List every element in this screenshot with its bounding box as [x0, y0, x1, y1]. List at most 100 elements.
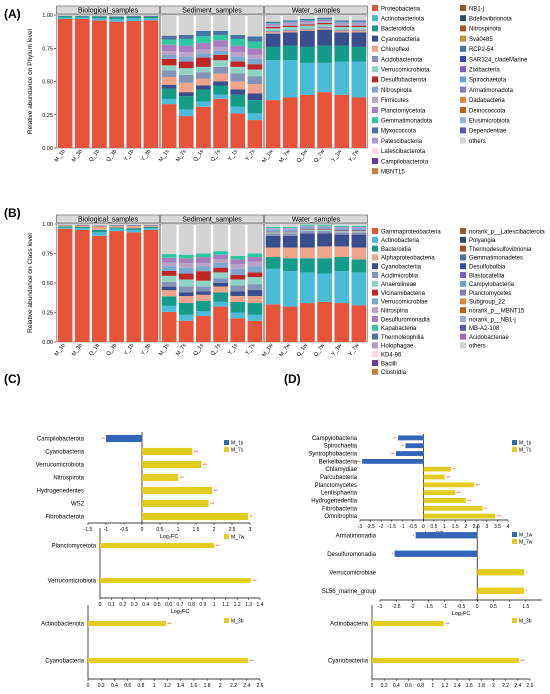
- stack-segment: [143, 18, 159, 21]
- stack-segment: [334, 246, 350, 258]
- legend-item: SAR324_cladeMarine: [469, 57, 528, 63]
- x-tick-label: Q_1s: [193, 149, 206, 163]
- legend-swatch: [512, 539, 517, 544]
- stack-segment: [161, 51, 177, 56]
- stack-segment: [334, 225, 350, 227]
- stack-segment: [351, 234, 367, 248]
- x-tick-label: 2.6: [257, 683, 264, 689]
- stack-segment: [351, 227, 367, 229]
- stack-segment: [265, 46, 281, 61]
- stack-segment: [126, 16, 142, 19]
- legend-item: Bdellovibrionota: [469, 17, 512, 23]
- x-tick-label: 2.2: [502, 683, 509, 689]
- stack-segment: [300, 25, 315, 29]
- x-tick-label: M_1w: [261, 343, 274, 358]
- legend-swatch: [372, 324, 378, 331]
- stack-segment: [282, 228, 298, 229]
- fc-bar: [405, 443, 424, 449]
- stack-segment: [334, 30, 350, 33]
- legend-item: M_1s: [519, 441, 532, 447]
- stack-segment: [351, 225, 367, 227]
- x-tick-label: Q_1b: [88, 343, 101, 357]
- x-tick-label: 2.6: [527, 683, 534, 689]
- stack-segment: [126, 228, 142, 230]
- stack-segment: [178, 109, 194, 117]
- stack-segment: [92, 229, 107, 233]
- stack-segment: [247, 41, 263, 49]
- stack-segment: [196, 42, 211, 50]
- stack-segment: [300, 94, 315, 148]
- x-tick-label: -1.5: [424, 604, 433, 610]
- x-tick-label: Y_3b: [140, 149, 152, 163]
- x-axis-label: Log₂FC: [160, 534, 179, 540]
- x-tick-label: 1.8: [204, 683, 211, 689]
- stack-segment: [300, 247, 315, 259]
- legend-swatch: [460, 56, 466, 62]
- stack-segment: [317, 19, 332, 21]
- stack-segment: [178, 92, 194, 97]
- legend-item: Thermodesulfovibrionia: [469, 247, 532, 253]
- x-tick-label: 2.4: [514, 683, 521, 689]
- stack-segment: [300, 30, 315, 47]
- x-tick-label: 0: [422, 524, 425, 530]
- stack-segment: [74, 225, 90, 227]
- stack-segment: [57, 227, 73, 229]
- legend-item: NB1-j: [469, 6, 484, 12]
- y-axis-label: Relative abundance on Class level: [27, 233, 34, 333]
- stack-segment: [230, 295, 246, 302]
- stack-segment: [247, 69, 263, 77]
- x-tick-label: 2.5: [473, 524, 480, 530]
- stack-segment: [57, 16, 73, 18]
- stack-segment: [196, 316, 211, 342]
- x-tick-label: 0.7: [177, 602, 184, 608]
- stack-segment: [213, 267, 228, 273]
- legend-item: Spirochaetota: [469, 78, 507, 84]
- stack-segment: [126, 225, 142, 229]
- stack-segment: [351, 24, 367, 26]
- legend-item: Cyanobacteriia: [381, 265, 422, 271]
- stack-segment: [213, 278, 228, 283]
- significance-label: ***: [250, 659, 255, 663]
- x-tick-label: 0.6: [405, 683, 412, 689]
- x-tick-label: 0.5: [431, 524, 438, 530]
- stack-segment: [213, 272, 228, 279]
- stack-segment: [300, 23, 315, 25]
- category-label: Syntrophobacteria: [308, 452, 357, 458]
- x-tick-label: M_3b: [71, 149, 84, 164]
- significance-label: ***: [497, 515, 502, 519]
- stack-segment: [351, 61, 367, 98]
- stack-segment: [265, 100, 281, 148]
- stack-segment: [178, 273, 194, 280]
- x-tick-label: 2: [219, 683, 222, 689]
- x-tick-label: 0.4: [111, 683, 118, 689]
- legend-item: Subgroup_22: [469, 300, 506, 306]
- significance-label: ***: [446, 476, 451, 480]
- legend-item: Elusimicrobiota: [469, 119, 510, 125]
- stack-segment: [334, 23, 350, 25]
- legend-swatch: [372, 66, 378, 73]
- legend-item: Verrucomicrobiota: [381, 68, 430, 74]
- log2fc-chart-d1: -3-2.5-2-1.5-1-0.500.511.522.533.54Log₂F…: [308, 434, 532, 537]
- stack-segment: [300, 224, 315, 225]
- log2fc-chart-d2: -3 -2.5 -2 -1.5 -1 -0.5 0 0.5 1 1.5Log₂FCArmatimo…: [322, 526, 542, 617]
- stack-segment: [351, 305, 367, 342]
- stack-segment: [351, 15, 367, 21]
- stack-segment: [265, 30, 281, 33]
- x-tick-label: Y_1s: [227, 149, 239, 163]
- stack-segment: [109, 227, 124, 229]
- stack-segment: [317, 22, 332, 23]
- x-axis-label: Log₂FC: [452, 611, 471, 617]
- stack-segment: [230, 52, 246, 57]
- stack-segment: [282, 30, 298, 33]
- stack-segment: [317, 301, 332, 342]
- significance-label: ***: [216, 544, 221, 548]
- stack-segment: [74, 18, 90, 148]
- x-tick-label: M_1b: [54, 343, 67, 358]
- fc-bar: [100, 578, 251, 583]
- legend-swatch: [460, 117, 466, 124]
- stack-segment: [178, 314, 194, 321]
- significance-label: *: [526, 571, 528, 575]
- category-label: Parcubacteria: [320, 475, 358, 481]
- category-label: Cyanobacteriia: [328, 659, 369, 665]
- legend-item: Dadabacteria: [469, 98, 505, 104]
